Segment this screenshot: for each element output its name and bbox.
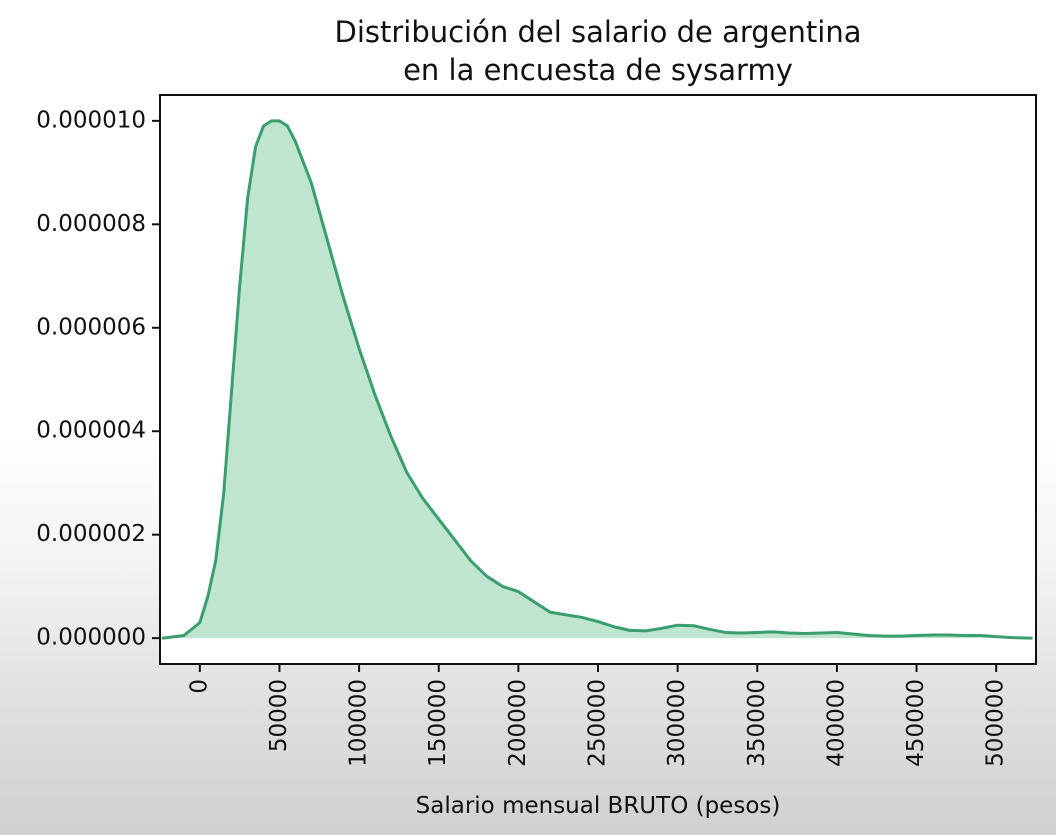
x-axis-label: Salario mensual BRUTO (pesos) xyxy=(416,793,781,819)
y-tick-label: 0.000006 xyxy=(36,314,146,340)
y-tick-label: 0.000004 xyxy=(36,418,146,444)
y-tick-label: 0.000010 xyxy=(36,107,146,133)
x-tick-label: 250000 xyxy=(585,679,611,767)
x-tick-label: 150000 xyxy=(425,679,451,767)
x-tick-label: 0 xyxy=(186,679,212,694)
x-tick-label: 350000 xyxy=(744,679,770,767)
chart-title-line-2: en la encuesta de sysarmy xyxy=(403,53,793,87)
x-axis: 0 50000 100000 150000 200000 250000 300000 3500… xyxy=(186,664,1009,767)
y-tick-label: 0.000002 xyxy=(36,521,146,547)
x-tick-label: 100000 xyxy=(346,679,372,767)
y-axis: 0.000000 0.000002 0.000004 0.000006 0.000008… xyxy=(36,107,160,651)
x-tick-label: 300000 xyxy=(664,679,690,767)
density-line xyxy=(161,119,1033,640)
x-tick-label: 400000 xyxy=(823,679,849,767)
chart-title-line-1: Distribución del salario de argentina xyxy=(334,15,861,49)
x-tick-label: 450000 xyxy=(903,679,929,767)
x-tick-label: 50000 xyxy=(266,679,292,752)
chart-title: Distribución del salario de argentina en… xyxy=(334,15,861,87)
density-series xyxy=(161,119,1033,640)
x-tick-label: 500000 xyxy=(983,679,1009,767)
density-area-fill xyxy=(163,120,1032,639)
y-tick-label: 0.000008 xyxy=(36,211,146,237)
y-tick-label: 0.000000 xyxy=(36,625,146,651)
x-tick-label: 200000 xyxy=(505,679,531,767)
